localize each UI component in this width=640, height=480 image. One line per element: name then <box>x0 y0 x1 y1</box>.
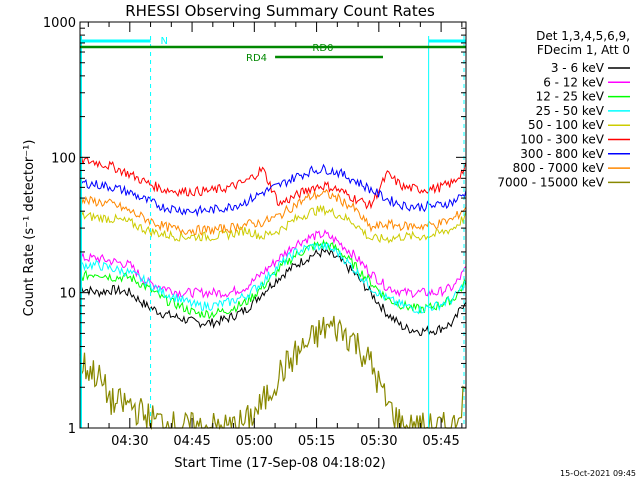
night-label: N <box>161 36 168 47</box>
legend-label: 6 - 12 keV <box>543 75 605 89</box>
x-tick-label: 05:30 <box>360 434 397 449</box>
y-axis-label: Count Rate (s⁻¹ detector⁻¹) <box>22 140 37 317</box>
timestamp: 15-Oct-2021 09:45 <box>560 469 636 478</box>
x-tick-label: 05:00 <box>236 434 273 449</box>
y-tick-label: 1 <box>68 422 76 437</box>
series-line-1 <box>79 247 467 337</box>
y-tick-label: 10 <box>59 287 76 302</box>
series-line-9 <box>79 315 467 430</box>
x-tick-label: 04:30 <box>111 434 148 449</box>
x-axis-label: Start Time (17-Sep-08 04:18:02) <box>174 456 385 471</box>
plot-frame <box>79 21 467 429</box>
legend: Det 1,3,4,5,6,9,FDecim 1, Att 0 3 - 6 keV… <box>497 29 630 189</box>
legend-header-line: FDecim 1, Att 0 <box>537 43 630 57</box>
marker-layer: N RD0 RD4 <box>80 36 466 428</box>
rd4-label: RD4 <box>246 53 267 64</box>
legend-header-line: Det 1,3,4,5,6,9, <box>536 29 630 43</box>
x-axis: 04:30 04:45 05:00 05:15 05:30 05:45 <box>87 22 463 449</box>
legend-label: 800 - 7000 keV <box>513 161 605 175</box>
rd0-label: RD0 <box>312 43 333 54</box>
legend-label: 7000 - 15000 keV <box>497 175 604 189</box>
legend-label: 12 - 25 keV <box>536 90 605 104</box>
y-tick-label: 100 <box>51 151 76 166</box>
series-line-4 <box>79 241 467 315</box>
series-line-8 <box>79 188 467 236</box>
series-line-2 <box>79 229 467 299</box>
series-line-7 <box>79 163 467 218</box>
legend-label: 100 - 300 keV <box>520 133 604 147</box>
legend-label: 3 - 6 keV <box>551 61 605 75</box>
series-line-3 <box>79 238 467 320</box>
legend-label: 300 - 800 keV <box>520 147 604 161</box>
legend-label: 50 - 100 keV <box>528 118 605 132</box>
series-line-6 <box>79 155 467 210</box>
series-layer <box>79 155 467 430</box>
series-line-5 <box>79 204 467 244</box>
plot-area: N RD0 RD4 <box>79 21 467 430</box>
x-tick-label: 05:45 <box>422 434 459 449</box>
chart-title: RHESSI Observing Summary Count Rates <box>125 2 435 20</box>
x-tick-label: 04:45 <box>173 434 210 449</box>
y-axis: 1 10 100 1000 <box>43 16 466 437</box>
y-tick-label: 1000 <box>43 16 76 31</box>
legend-label: 25 - 50 keV <box>536 104 605 118</box>
x-tick-label: 05:15 <box>298 434 335 449</box>
